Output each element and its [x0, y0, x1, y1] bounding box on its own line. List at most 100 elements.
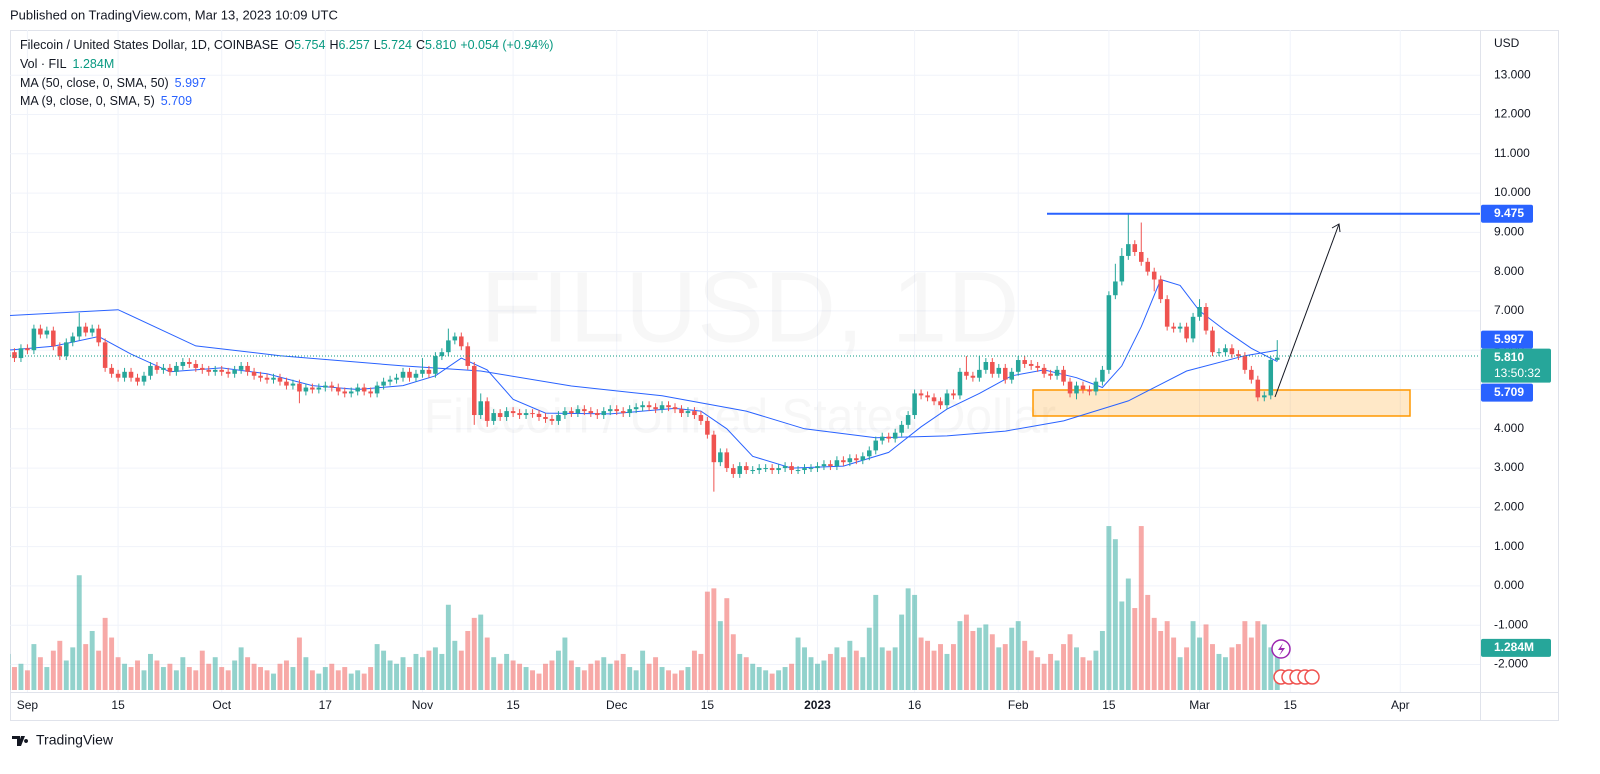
volume-bar [89, 630, 95, 690]
candle-body [964, 371, 969, 376]
volume-bar [840, 657, 846, 690]
volume-bar [802, 647, 807, 690]
volume-bar [970, 630, 976, 690]
candle-body [1138, 252, 1144, 262]
candle-body [400, 371, 406, 378]
volume-bar [1035, 657, 1041, 690]
candle-body [433, 356, 438, 374]
volume-bar [1041, 663, 1047, 690]
volume-bar [1248, 637, 1254, 690]
candle-body [31, 328, 37, 351]
candle-body [847, 458, 853, 463]
candle-body [368, 391, 373, 394]
volume-bar [866, 627, 872, 690]
volume-bar [963, 614, 969, 690]
volume-bar [335, 670, 341, 690]
volume-bar [148, 653, 153, 690]
volume-bar [329, 663, 335, 690]
forecast-arrow [1274, 223, 1340, 398]
candle-body [1164, 299, 1170, 327]
volume-bar [530, 670, 535, 690]
candle-body [1048, 373, 1053, 376]
volume-bar [588, 663, 594, 690]
candle-body [970, 375, 976, 378]
footer-logo [12, 736, 29, 746]
candle-body [763, 468, 768, 470]
candle-body [627, 409, 632, 414]
x-tick-label: Oct [212, 698, 231, 712]
candle-body [666, 405, 671, 408]
volume-bar [50, 650, 56, 690]
legend-title: Filecoin / United States Dollar, 1D, COI… [20, 38, 278, 52]
candle-body [789, 466, 794, 471]
volume-bar [1222, 657, 1228, 690]
volume-bar [296, 637, 302, 690]
candle-body [841, 460, 846, 463]
volume-bar [1274, 647, 1280, 690]
volume-bar [303, 657, 309, 690]
candle-body [562, 411, 568, 416]
candle-body [1035, 365, 1040, 368]
candle-body [1132, 244, 1138, 252]
x-tick-label: 17 [319, 698, 333, 712]
y-tick-label: 1.000 [1494, 539, 1524, 553]
volume-bar [646, 663, 652, 690]
volume-bar [769, 673, 775, 690]
volume-bar [776, 670, 782, 690]
volume-bar [510, 660, 516, 690]
candle-body [413, 373, 419, 378]
volume-bar [1067, 634, 1073, 690]
volume-bar [989, 634, 995, 690]
watermark: FILUSD, 1D [480, 251, 1019, 363]
volume-bar [1145, 594, 1151, 690]
volume-bar [1086, 660, 1092, 690]
volume-bar [1203, 624, 1209, 690]
candle-body [225, 371, 231, 374]
candles [10, 213, 1280, 492]
volume-bar [374, 644, 380, 690]
candle-body [89, 328, 95, 333]
volume-bar [1210, 644, 1215, 690]
candle-body [724, 452, 730, 469]
candle-body [1274, 357, 1280, 360]
volume-bar [83, 644, 89, 690]
volume-bar [698, 653, 704, 690]
candle-body [1106, 295, 1112, 370]
volume-bar [251, 663, 257, 690]
candle-body [685, 411, 691, 414]
candle-body [76, 326, 82, 337]
volume-bar [102, 617, 108, 690]
candle-body [1268, 359, 1274, 396]
volume-bar [568, 660, 574, 690]
candle-body [1171, 326, 1176, 329]
candle-body [731, 468, 736, 474]
volume-bar [141, 670, 147, 690]
candle-body [374, 385, 380, 394]
volume-bar [827, 653, 833, 690]
volume-bar [853, 650, 859, 690]
volume-bar [264, 670, 270, 690]
volume-bar [1061, 644, 1067, 690]
ma-line [10, 278, 1278, 469]
candle-body [795, 470, 801, 472]
volume-bar [938, 644, 943, 690]
volume-bar [1261, 624, 1267, 690]
candle-body [44, 330, 50, 335]
candle-body [705, 420, 710, 435]
candle-body [484, 401, 490, 421]
volume-bar [232, 660, 238, 690]
x-tick-label: 16 [908, 698, 922, 712]
candle-body [161, 367, 166, 370]
event-bolt [1278, 643, 1285, 656]
candle-body [607, 409, 613, 412]
candle-body [303, 387, 309, 392]
candle-body [297, 383, 302, 392]
volume-bar [575, 667, 581, 690]
candle-body [977, 369, 982, 378]
ma-name: MA (50, close, 0, SMA, 50) [20, 76, 169, 90]
candle-body [918, 393, 924, 396]
candle-body [808, 468, 814, 470]
candle-body [57, 346, 63, 357]
candle-body [1203, 307, 1209, 331]
volume-bar [193, 670, 199, 690]
